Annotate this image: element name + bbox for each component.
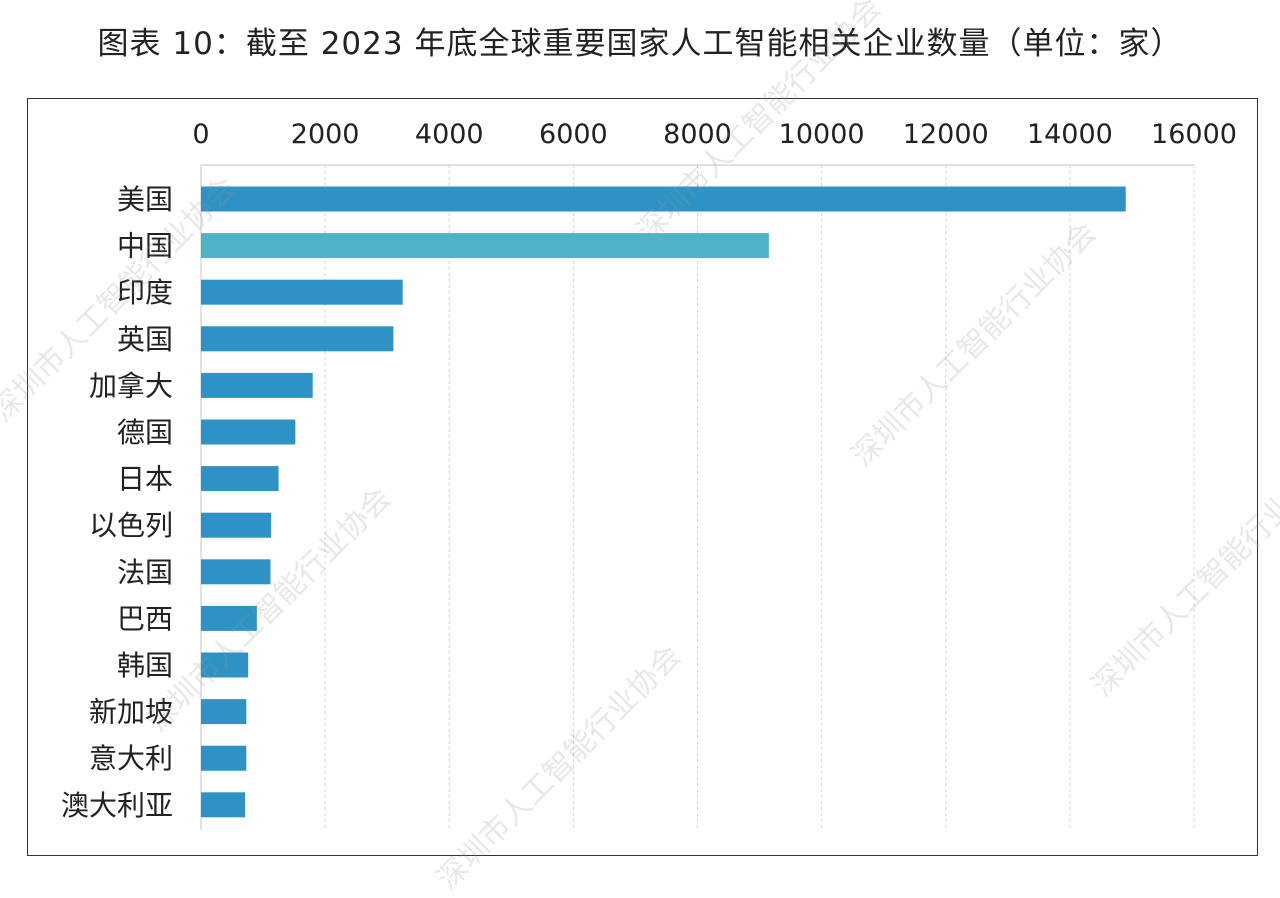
bar-2 [201, 233, 769, 259]
y-category-label: 以色列 [89, 509, 173, 542]
bar-3 [201, 279, 403, 305]
x-tick-label: 4000 [415, 119, 484, 150]
bar-6 [201, 419, 296, 445]
y-category-label: 意大利 [89, 742, 173, 775]
x-tick-label: 2000 [291, 119, 360, 150]
x-tick-label: 8000 [663, 119, 732, 150]
y-category-label: 韩国 [117, 649, 173, 682]
y-category-label: 印度 [117, 276, 173, 309]
bar-8 [201, 512, 272, 538]
y-category-label: 新加坡 [89, 696, 173, 729]
y-category-label: 英国 [117, 323, 173, 356]
x-tick-label: 0 [192, 119, 209, 150]
y-category-label: 澳大利亚 [61, 789, 173, 822]
bar-1 [201, 186, 1126, 212]
y-category-label: 中国 [117, 230, 173, 263]
y-category-label: 美国 [117, 183, 173, 216]
bar-10 [201, 605, 257, 631]
x-tick-label: 6000 [539, 119, 608, 150]
x-tick-label: 10000 [779, 119, 865, 150]
bar-12 [201, 699, 247, 725]
x-tick-label: 14000 [1027, 119, 1113, 150]
y-category-label: 巴西 [117, 602, 173, 635]
bar-14 [201, 792, 246, 818]
bar-chart: 0 2000 4000 6000 8000 10000 12000 14000 16000 美国中… [61, 119, 1237, 830]
y-category-label: 德国 [117, 416, 173, 449]
bar-4 [201, 326, 394, 352]
bar-11 [201, 652, 249, 678]
bar-7 [201, 466, 279, 492]
chart-title: 图表 10：截至 2023 年底全球重要国家人工智能相关企业数量（单位：家） [97, 26, 1183, 62]
bar-13 [201, 745, 247, 771]
bar-9 [201, 559, 271, 585]
bar-5 [201, 372, 313, 398]
y-category-label: 加拿大 [89, 369, 173, 402]
x-tick-label: 16000 [1151, 119, 1237, 150]
y-category-label: 日本 [117, 463, 173, 496]
y-category-label: 法国 [117, 556, 173, 589]
x-tick-label: 12000 [903, 119, 989, 150]
